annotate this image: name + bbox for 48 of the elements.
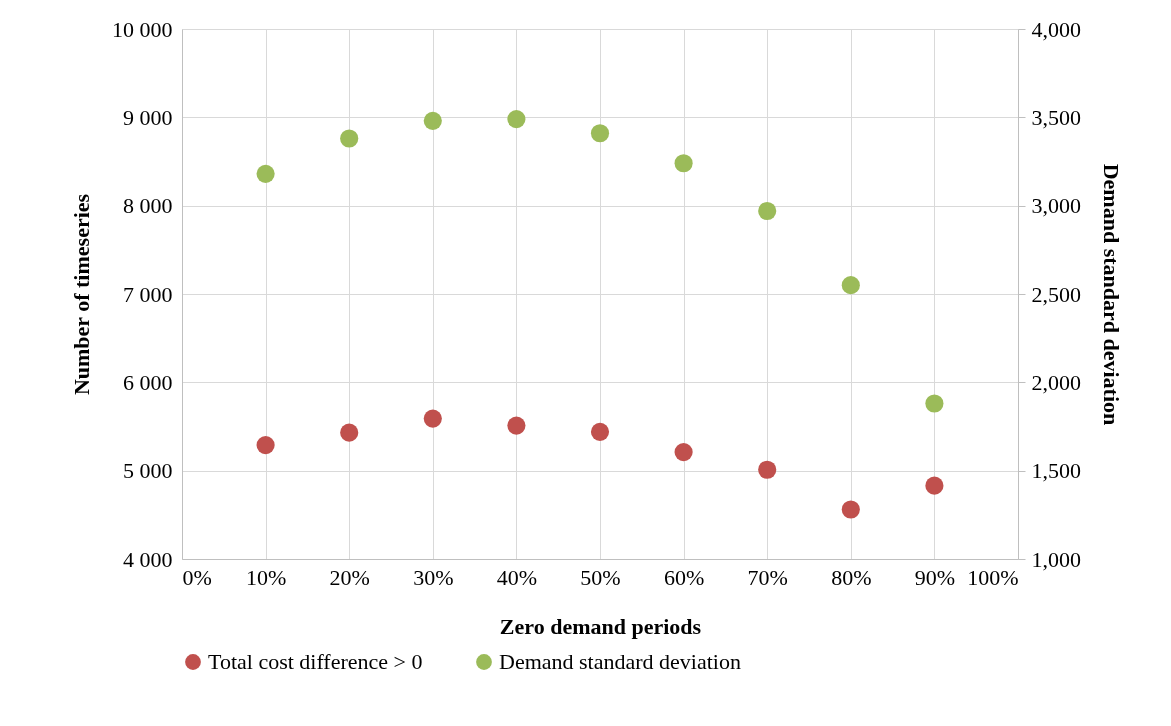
y2-tick-label: 3,000 bbox=[1031, 193, 1081, 219]
y2-axis-title: Demand standard deviation bbox=[1099, 163, 1124, 426]
x-tick-label: 90% bbox=[914, 564, 956, 590]
y-tick-label: 8 000 bbox=[123, 193, 173, 219]
point bbox=[590, 124, 610, 143]
point bbox=[340, 423, 359, 442]
x-tick-label: 80% bbox=[831, 564, 872, 590]
point bbox=[423, 111, 442, 130]
point bbox=[423, 409, 442, 428]
point bbox=[674, 154, 693, 173]
y2-tick-label: 3,500 bbox=[1031, 104, 1081, 130]
x-axis-title: Zero demand periods bbox=[499, 613, 702, 639]
point bbox=[758, 201, 777, 221]
y-axis-title: Number of timeseries bbox=[69, 193, 94, 396]
x-tick-label: 50% bbox=[580, 564, 621, 590]
y-tick-label: 7 000 bbox=[123, 281, 173, 307]
y-tick-label: 5 000 bbox=[123, 458, 173, 484]
point bbox=[758, 460, 777, 479]
legend-label: Total cost difference > 0 bbox=[208, 649, 423, 674]
point bbox=[674, 443, 693, 462]
point bbox=[925, 476, 944, 495]
y2-tick-label: 1,000 bbox=[1031, 546, 1081, 572]
y2-tick-label: 2,000 bbox=[1031, 369, 1081, 395]
point bbox=[340, 129, 359, 148]
x-tick-label: 100% bbox=[967, 564, 1019, 590]
x-tick-label: 40% bbox=[496, 564, 538, 590]
y-tick-label: 6 000 bbox=[123, 369, 173, 395]
y2-tick-label: 1,500 bbox=[1031, 458, 1081, 484]
y-tick-label: 4 000 bbox=[123, 546, 173, 572]
point bbox=[590, 422, 610, 441]
point bbox=[256, 164, 275, 183]
x-tick-label: 20% bbox=[329, 564, 370, 590]
point bbox=[925, 394, 944, 413]
x-tick-label: 10% bbox=[245, 564, 287, 590]
x-tick-label: 30% bbox=[413, 564, 454, 590]
point bbox=[841, 500, 860, 519]
y-tick-label: 9 000 bbox=[123, 104, 173, 130]
x-tick-label: 70% bbox=[747, 564, 788, 590]
point bbox=[507, 110, 526, 129]
point bbox=[507, 416, 526, 435]
x-tick-label: 0% bbox=[182, 564, 212, 590]
y2-tick-label: 2,500 bbox=[1031, 281, 1081, 307]
point bbox=[841, 276, 860, 295]
legend-label: Demand standard deviation bbox=[499, 649, 741, 674]
x-tick-label: 60% bbox=[663, 564, 705, 590]
y2-tick-label: 4,000 bbox=[1031, 16, 1081, 42]
point bbox=[256, 435, 275, 455]
y-tick-label: 10 000 bbox=[112, 16, 173, 42]
